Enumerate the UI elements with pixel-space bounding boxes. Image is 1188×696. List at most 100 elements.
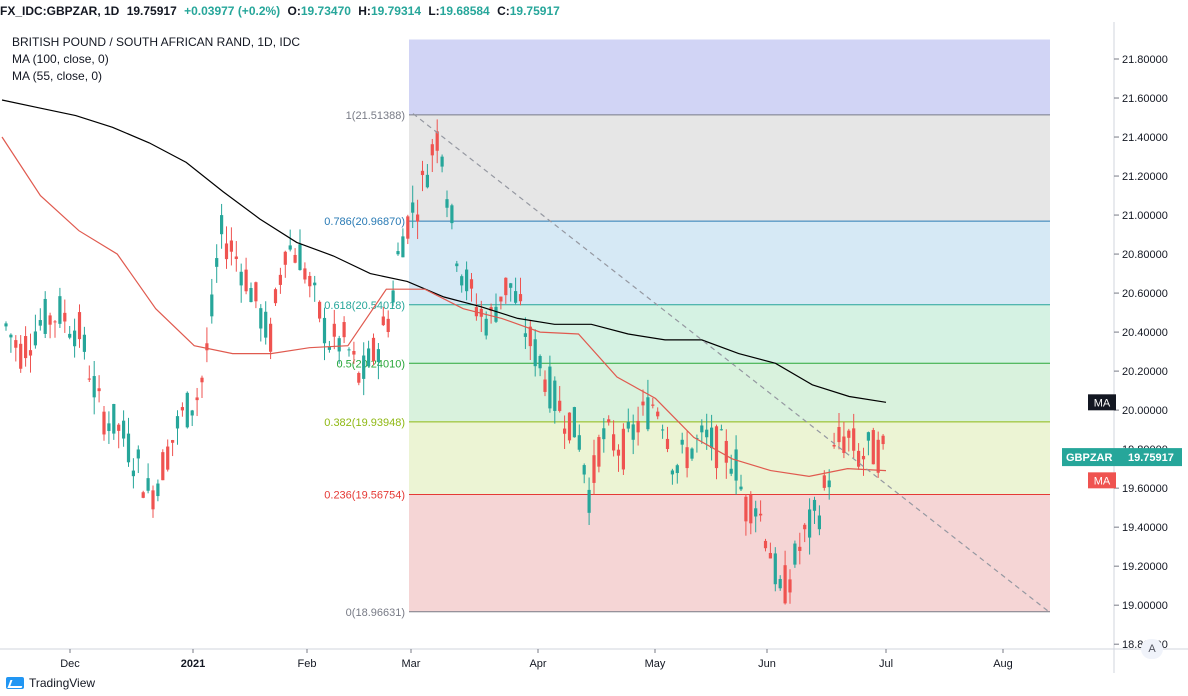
candle-body [131,470,135,477]
candle-body [63,312,67,322]
candle-body [283,251,287,265]
auto-scale-button[interactable]: A [1141,639,1163,659]
candle-body [117,424,121,431]
y-tick-label: 20.40000 [1122,327,1168,339]
candle-body [420,170,425,176]
candle-body [254,282,258,302]
ma100-line [1,99,887,403]
candle-body [514,291,518,303]
candle-body [229,240,233,252]
candle-body [710,427,714,449]
candle-body [92,376,96,398]
candle-body [827,480,831,488]
candle-body [842,436,846,453]
price-chart[interactable]: 1(21.51388) 0.786(20.96870) 0.618(20.54018… [0,22,1188,673]
candle-body [690,448,694,459]
fib-level-label: 1(21.51388) [346,110,405,122]
candle-body [744,496,748,522]
candle-body [425,174,429,188]
candle-body [528,326,532,347]
fib-zone [409,114,1050,222]
candle-body [616,449,621,456]
footer [0,673,1188,696]
candle-body [661,429,665,431]
x-tick-label: Feb [298,658,317,670]
candle-body [190,410,194,416]
x-tick-label: Jul [879,658,893,670]
legend-ma55[interactable]: MA (55, close, 0) [12,69,103,83]
candle-body [680,439,684,445]
candle-body [293,254,297,263]
y-tick-label: 20.00000 [1122,405,1168,417]
symbol-label[interactable]: FX_IDC:GBPZAR, 1D [0,4,120,18]
fib-zone [409,494,1050,612]
candle-body [592,455,596,483]
candle-body [264,311,268,338]
candle-body [641,401,645,406]
candle-body [450,205,454,224]
fib-level-label: 0(18.96631) [346,607,405,619]
candle-body [73,330,77,347]
candle-body [548,366,552,409]
candle-body [87,378,91,380]
candle-body [112,403,116,434]
y-tick-label: 21.40000 [1122,132,1168,144]
fib-level-label: 0.5(20.24010) [337,358,406,370]
candle-body [837,427,841,443]
candle-body [210,294,214,317]
x-tick-label: Mar [402,658,421,670]
candle-body [465,269,469,292]
candle-body [435,131,439,151]
candle-body [724,440,728,463]
symbol-header: FX_IDC:GBPZAR, 1D 19.75917 +0.03977 (+0.… [0,0,1188,22]
candle-body [259,308,263,329]
fib-level-label: 0.236(19.56754) [324,489,405,501]
candle-body [558,400,562,411]
candle-body [759,513,763,516]
price-tag-box [1062,448,1182,467]
high-label: H: [358,4,371,18]
candle-body [587,489,591,513]
candle-body [509,283,513,288]
ma55-line [1,136,887,478]
candle-body [136,449,140,459]
candle-body [803,524,807,530]
legend-ma100[interactable]: MA (100, close, 0) [12,52,109,66]
fib-zone [409,421,1050,495]
candle-body [783,565,787,604]
legend-title[interactable]: BRITISH POUND / SOUTH AFRICAN RAND, 1D, … [12,35,301,49]
candle-body [278,274,282,285]
candle-body [533,339,537,367]
candle-body [38,320,42,326]
y-tick-label: 19.60000 [1122,483,1168,495]
candle-body [376,349,380,363]
candle-body [523,333,527,337]
fib-level-label: 0.618(20.54018) [324,300,405,312]
candle-body [180,407,184,411]
candle-body [185,392,189,428]
candle-body [577,435,581,450]
candle-body [24,336,28,359]
candle-body [749,494,753,524]
candle-body [239,271,243,286]
candle-body [665,438,670,450]
tradingview-logo[interactable]: TradingView [6,676,95,690]
candle-body [58,296,62,324]
candle-body [151,490,155,510]
candle-body [371,337,376,362]
candle-body [141,492,145,498]
candle-body [656,411,660,417]
candle-body [220,215,224,235]
x-tick-label: Dec [60,658,80,670]
candle-body [122,420,126,439]
candle-body [675,465,679,474]
y-tick-label: 19.40000 [1122,522,1168,534]
candle-body [484,318,488,336]
ma100-tag-box [1088,394,1116,411]
candle-body [332,323,336,337]
candle-body [327,346,331,350]
candle-body [582,465,586,475]
candle-body [518,294,523,302]
candle-body [812,499,817,511]
y-tick-label: 20.80000 [1122,249,1168,261]
